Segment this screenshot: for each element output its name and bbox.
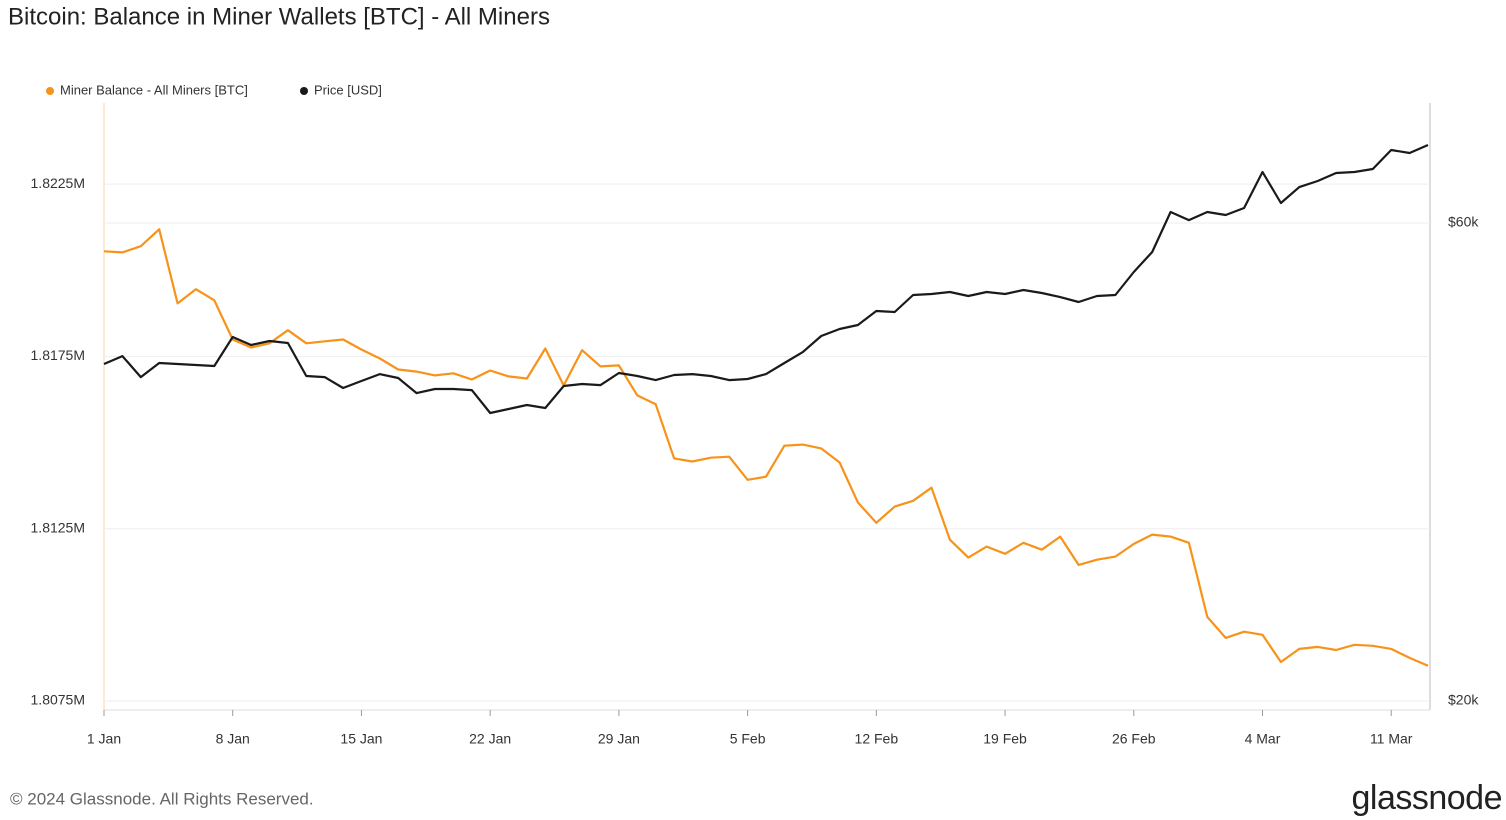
x-tick-label: 29 Jan — [598, 731, 640, 747]
legend-label: Price [USD] — [314, 82, 382, 97]
legend-marker — [46, 87, 54, 95]
x-tick-label: 11 Mar — [1370, 731, 1413, 747]
x-tick-label: 12 Feb — [855, 731, 899, 747]
series-line — [103, 228, 1429, 667]
chart-title: Bitcoin: Balance in Miner Wallets [BTC] … — [8, 3, 550, 30]
x-tick-label: 22 Jan — [469, 731, 511, 747]
series-line — [103, 143, 1429, 415]
brand-logo: glassnode — [1351, 779, 1502, 817]
y-tick-label: 1.8075M — [31, 692, 85, 708]
x-tick-label: 1 Jan — [87, 731, 121, 747]
legend-label: Miner Balance - All Miners [BTC] — [60, 82, 248, 97]
footer: © 2024 Glassnode. All Rights Reserved. — [10, 789, 314, 808]
y-tick-label: 1.8175M — [31, 347, 85, 363]
y2-tick-label: $20k — [1448, 692, 1479, 708]
x-tick-label: 5 Feb — [730, 731, 766, 747]
x-tick-label: 26 Feb — [1112, 731, 1156, 747]
y-tick-label: 1.8225M — [31, 175, 85, 191]
legend-marker — [300, 87, 308, 95]
y-tick-label: 1.8125M — [31, 519, 85, 535]
x-tick-label: 15 Jan — [340, 731, 382, 747]
x-tick-label: 8 Jan — [216, 731, 250, 747]
x-tick-label: 19 Feb — [983, 731, 1027, 747]
x-tick-label: 4 Mar — [1245, 731, 1281, 747]
y2-tick-label: $60k — [1448, 214, 1479, 230]
